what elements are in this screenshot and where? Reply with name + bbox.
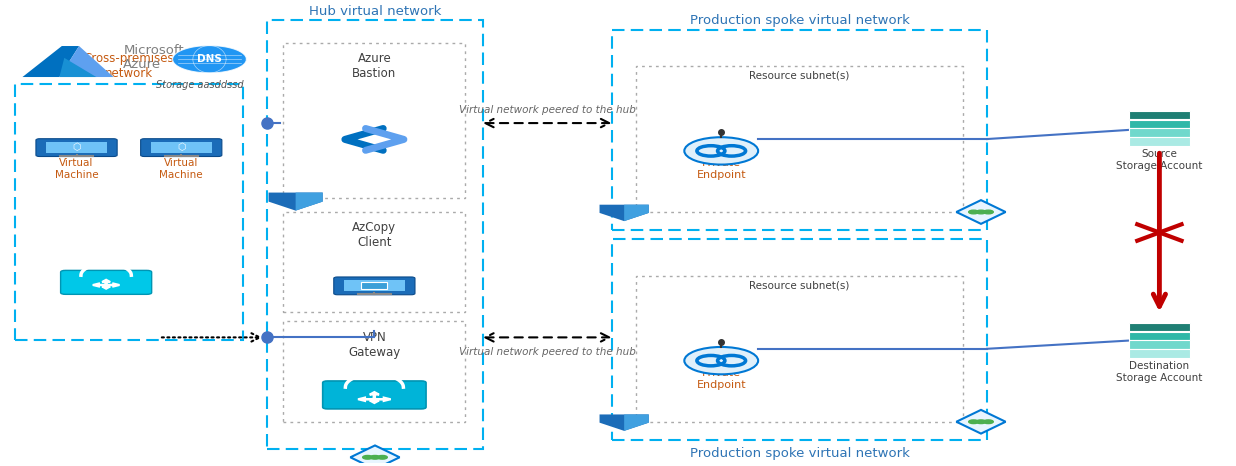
Text: Resource subnet(s): Resource subnet(s): [749, 71, 849, 81]
Polygon shape: [599, 205, 649, 221]
Text: Production spoke virtual network: Production spoke virtual network: [690, 14, 910, 27]
Text: Azure
Bastion: Azure Bastion: [352, 52, 397, 81]
Bar: [267, 21, 482, 449]
FancyBboxPatch shape: [151, 142, 211, 153]
Circle shape: [984, 420, 994, 424]
FancyBboxPatch shape: [1128, 350, 1190, 358]
Polygon shape: [295, 192, 323, 211]
FancyArrow shape: [103, 284, 110, 289]
FancyArrow shape: [370, 397, 379, 403]
Text: Storage aasddssd: Storage aasddssd: [156, 80, 243, 90]
FancyBboxPatch shape: [334, 277, 415, 295]
Text: Production spoke virtual network: Production spoke virtual network: [690, 447, 910, 460]
Text: DNS: DNS: [197, 54, 222, 64]
Text: Resource subnet(s): Resource subnet(s): [749, 281, 849, 290]
FancyArrow shape: [377, 397, 391, 401]
FancyBboxPatch shape: [361, 282, 387, 289]
Bar: [283, 322, 466, 422]
Text: Private
Endpoint: Private Endpoint: [696, 368, 747, 390]
Text: Cross-premises
network: Cross-premises network: [84, 52, 174, 80]
Circle shape: [976, 210, 986, 214]
Polygon shape: [957, 410, 1006, 433]
Bar: [15, 84, 242, 340]
Circle shape: [377, 455, 387, 459]
FancyBboxPatch shape: [1128, 129, 1190, 137]
Text: ⬡: ⬡: [177, 142, 185, 152]
FancyBboxPatch shape: [344, 281, 404, 291]
Polygon shape: [350, 445, 399, 466]
Text: Azure: Azure: [124, 58, 162, 71]
Bar: [612, 30, 988, 230]
FancyArrow shape: [93, 283, 104, 287]
FancyBboxPatch shape: [61, 270, 152, 295]
Bar: [612, 240, 988, 440]
Circle shape: [685, 137, 758, 164]
Polygon shape: [268, 192, 323, 211]
Circle shape: [984, 210, 994, 214]
Polygon shape: [624, 205, 649, 221]
Polygon shape: [957, 200, 1006, 224]
Circle shape: [976, 420, 986, 424]
Bar: [637, 276, 963, 422]
Polygon shape: [624, 414, 649, 431]
Text: Source
Storage Account: Source Storage Account: [1116, 149, 1203, 171]
Text: Virtual
Machine: Virtual Machine: [54, 158, 99, 180]
Text: ⬡: ⬡: [72, 142, 80, 152]
Text: Virtual
Machine: Virtual Machine: [159, 158, 203, 180]
Text: Virtual network peered to the hub: Virtual network peered to the hub: [459, 105, 635, 115]
FancyBboxPatch shape: [1128, 331, 1190, 340]
Circle shape: [685, 347, 758, 374]
FancyBboxPatch shape: [323, 381, 426, 409]
FancyBboxPatch shape: [1128, 322, 1190, 331]
FancyArrow shape: [358, 397, 372, 401]
Text: AzCopy
Client: AzCopy Client: [352, 221, 397, 249]
Polygon shape: [22, 46, 79, 77]
Bar: [283, 212, 466, 312]
FancyBboxPatch shape: [1128, 341, 1190, 349]
Text: VPN
Gateway: VPN Gateway: [349, 330, 400, 358]
Bar: [637, 66, 963, 212]
Text: Microsoft: Microsoft: [124, 44, 184, 57]
Circle shape: [362, 455, 372, 459]
FancyBboxPatch shape: [36, 139, 117, 157]
FancyArrow shape: [103, 280, 110, 284]
Polygon shape: [59, 58, 96, 77]
Circle shape: [370, 455, 379, 459]
FancyArrow shape: [109, 283, 120, 287]
Polygon shape: [59, 46, 114, 77]
Bar: [283, 43, 466, 199]
Text: Private
Endpoint: Private Endpoint: [696, 158, 747, 180]
Text: Virtual network peered to the hub: Virtual network peered to the hub: [459, 347, 635, 356]
FancyBboxPatch shape: [1128, 110, 1190, 119]
Text: Hub virtual network: Hub virtual network: [309, 5, 441, 18]
FancyBboxPatch shape: [46, 142, 106, 153]
FancyArrow shape: [370, 392, 379, 397]
Polygon shape: [599, 414, 649, 431]
Text: Destination
Storage Account: Destination Storage Account: [1116, 361, 1203, 383]
FancyBboxPatch shape: [1128, 137, 1190, 146]
Circle shape: [969, 420, 979, 424]
FancyBboxPatch shape: [1128, 119, 1190, 128]
Circle shape: [969, 210, 979, 214]
FancyBboxPatch shape: [141, 139, 221, 157]
Circle shape: [173, 46, 246, 73]
